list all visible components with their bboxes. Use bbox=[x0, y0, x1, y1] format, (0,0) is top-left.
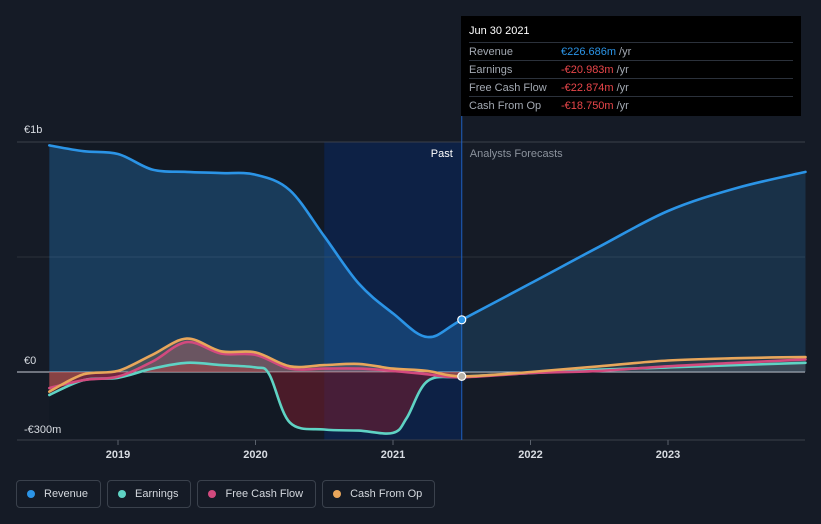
free-cash-flow-line bbox=[48, 340, 807, 390]
x-tick-label: 2020 bbox=[243, 449, 267, 461]
revenue-area-past bbox=[49, 145, 462, 372]
legend-label: Cash From Op bbox=[350, 488, 423, 500]
legend-item-revenue[interactable]: Revenue bbox=[16, 480, 102, 508]
tooltip-row: Earnings -€20.983m/yr bbox=[469, 60, 793, 78]
forecast-label: Analysts Forecasts bbox=[470, 148, 563, 160]
tooltip-value: -€20.983m bbox=[561, 63, 614, 76]
x-tick-label: 2023 bbox=[656, 449, 680, 461]
cash-from-op-line bbox=[48, 337, 807, 393]
revenue-marker bbox=[457, 315, 467, 325]
tooltip-row: Cash From Op -€18.750m/yr bbox=[469, 96, 793, 114]
tooltip-unit: /yr bbox=[616, 99, 629, 112]
legend-dot-icon bbox=[208, 490, 217, 498]
tooltip-label: Earnings bbox=[469, 63, 513, 76]
legend-item-cash-from-op[interactable]: Cash From Op bbox=[322, 480, 436, 508]
legend-dot-icon bbox=[27, 490, 35, 498]
tooltip-value: €226.686m bbox=[561, 45, 617, 58]
tooltip-unit: /yr bbox=[616, 63, 629, 76]
revenue-area-forecast bbox=[461, 171, 806, 372]
legend-item-earnings[interactable]: Earnings bbox=[107, 480, 192, 508]
y-tick-label: €0 bbox=[24, 355, 36, 367]
free-cash-flow-area-past bbox=[49, 341, 462, 389]
past-label: Past bbox=[431, 148, 453, 160]
revenue-line bbox=[48, 144, 807, 339]
legend-label: Revenue bbox=[44, 488, 89, 500]
y-tick-label: €1b bbox=[24, 124, 42, 136]
chart-legend: Revenue Earnings Free Cash Flow Cash From O… bbox=[16, 480, 436, 508]
x-tick-label: 2022 bbox=[518, 449, 542, 461]
tooltip-row: Revenue €226.686m/yr bbox=[469, 42, 793, 60]
data-tooltip: Jun 30 2021 Revenue €226.686m/yr Earnings -… bbox=[461, 16, 801, 116]
legend-item-free-cash-flow[interactable]: Free Cash Flow bbox=[197, 480, 317, 508]
legend-label: Earnings bbox=[135, 488, 179, 500]
x-tick-label: 2019 bbox=[106, 449, 130, 461]
tooltip-unit: /yr bbox=[619, 45, 632, 58]
tooltip-label: Cash From Op bbox=[469, 99, 542, 112]
cash-from-op-area-past bbox=[49, 338, 462, 392]
tooltip-row: Free Cash Flow -€22.874m/yr bbox=[469, 78, 793, 96]
tooltip-label: Free Cash Flow bbox=[469, 81, 547, 94]
legend-dot-icon bbox=[118, 490, 127, 498]
tooltip-unit: /yr bbox=[616, 81, 629, 94]
legend-label: Free Cash Flow bbox=[225, 488, 304, 500]
y-tick-label: -€300m bbox=[24, 424, 61, 436]
tooltip-value: -€18.750m bbox=[561, 99, 614, 112]
tooltip-value: -€22.874m bbox=[561, 81, 614, 94]
earnings-area-past bbox=[49, 362, 462, 434]
tooltip-date: Jun 30 2021 bbox=[469, 25, 530, 37]
tooltip-label: Revenue bbox=[469, 45, 514, 58]
cash-from-op-marker bbox=[457, 371, 467, 381]
x-tick-label: 2021 bbox=[381, 449, 405, 461]
legend-dot-icon bbox=[333, 490, 342, 498]
